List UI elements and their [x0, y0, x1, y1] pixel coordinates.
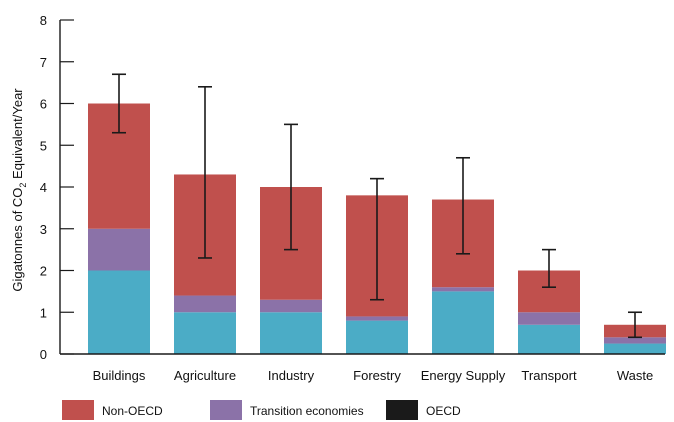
- bar-forestry-transition-economies: [346, 316, 408, 320]
- x-tick-label: Energy Supply: [421, 368, 506, 383]
- y-axis-title-suffix: Equivalent/Year: [10, 88, 25, 183]
- y-tick-label: 3: [40, 222, 47, 237]
- bar-waste-oecd: [604, 344, 666, 354]
- legend-swatch: [210, 400, 242, 420]
- legend-swatch: [62, 400, 94, 420]
- y-tick-label: 6: [40, 97, 47, 112]
- legend-item-non-oecd: Non-OECD: [62, 400, 163, 420]
- bar-energy-supply-oecd: [432, 291, 494, 354]
- y-tick-label: 1: [40, 305, 47, 320]
- y-axis-title-prefix: Gigatonnes of CO: [10, 188, 25, 292]
- y-tick-label: 7: [40, 55, 47, 70]
- x-tick-label: Forestry: [353, 368, 401, 383]
- bar-buildings-oecd: [88, 271, 150, 355]
- legend-label: OECD: [426, 404, 461, 418]
- legend: Non-OECD Transition economies OECD: [62, 400, 461, 420]
- x-tick-label: Waste: [617, 368, 653, 383]
- x-tick-label: Buildings: [93, 368, 146, 383]
- legend-item-oecd: OECD: [386, 400, 461, 420]
- legend-label: Non-OECD: [102, 404, 163, 418]
- bar-energy-supply-transition-economies: [432, 287, 494, 291]
- y-axis-title: Gigatonnes of CO2 Equivalent/Year: [10, 88, 28, 292]
- bar-transport-oecd: [518, 325, 580, 354]
- bar-industry-oecd: [260, 312, 322, 354]
- bar-waste-transition-economies: [604, 337, 666, 343]
- legend-label: Transition economies: [250, 404, 364, 418]
- y-tick-label: 8: [40, 13, 47, 28]
- bar-transport-transition-economies: [518, 312, 580, 325]
- y-tick-label: 4: [40, 180, 47, 195]
- x-tick-label: Industry: [268, 368, 315, 383]
- bar-industry-transition-economies: [260, 300, 322, 313]
- bar-agriculture-oecd: [174, 312, 236, 354]
- bar-agriculture-transition-economies: [174, 296, 236, 313]
- x-tick-label: Agriculture: [174, 368, 236, 383]
- y-tick-label: 2: [40, 264, 47, 279]
- y-tick-label: 5: [40, 138, 47, 153]
- bar-forestry-oecd: [346, 321, 408, 354]
- x-tick-label: Transport: [521, 368, 577, 383]
- legend-swatch: [386, 400, 418, 420]
- bar-buildings-transition-economies: [88, 229, 150, 271]
- legend-item-transition-economies: Transition economies: [210, 400, 364, 420]
- y-tick-label: 0: [40, 347, 47, 362]
